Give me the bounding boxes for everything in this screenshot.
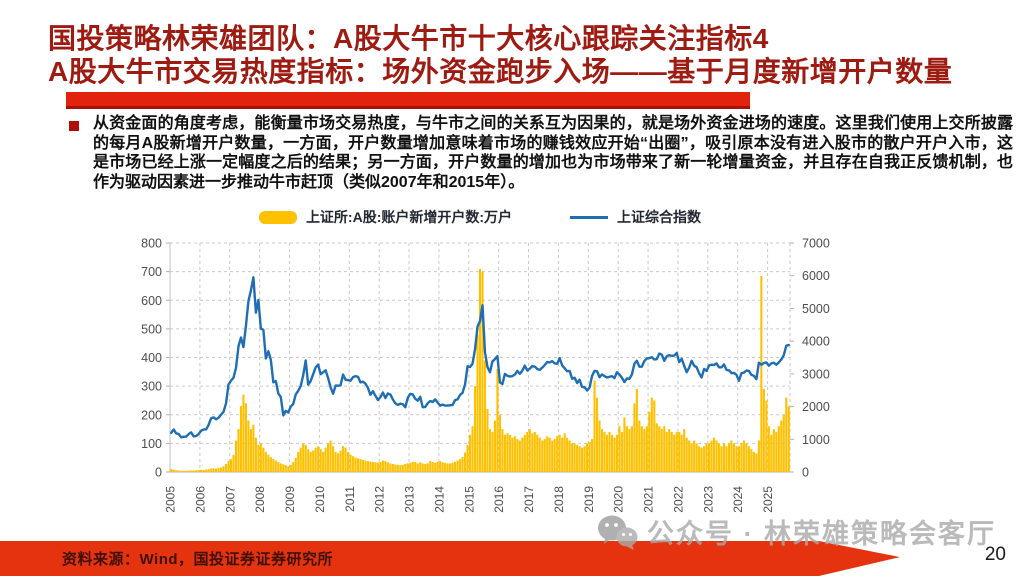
svg-text:2010: 2010 — [313, 486, 327, 513]
title-underline-bar — [66, 92, 750, 109]
svg-text:2000: 2000 — [802, 400, 830, 414]
legend-line-swatch-icon — [570, 215, 609, 219]
page-number: 20 — [984, 544, 1006, 565]
wechat-icon — [598, 515, 638, 550]
legend-bar-swatch-icon — [258, 210, 297, 224]
svg-text:800: 800 — [141, 237, 162, 251]
svg-text:300: 300 — [141, 380, 162, 394]
svg-text:4000: 4000 — [802, 335, 830, 349]
legend-item-bars: 上证所:A股:账户新增开户数:万户 — [258, 207, 513, 227]
footer-ribbon — [0, 541, 900, 576]
svg-text:5000: 5000 — [802, 302, 830, 316]
watermark-text: 公众号 · 林荣雄策略会客厅 — [647, 519, 996, 549]
svg-text:100: 100 — [141, 437, 162, 451]
page-title: 国投策略林荣雄团队：A股大牛市十大核心跟踪关注指标4 A股大牛市交易热度指标：场… — [48, 22, 1013, 88]
svg-text:200: 200 — [141, 408, 162, 422]
svg-text:2016: 2016 — [492, 486, 506, 513]
svg-text:2005: 2005 — [164, 486, 178, 513]
svg-text:2011: 2011 — [343, 486, 357, 512]
svg-text:0: 0 — [155, 466, 162, 480]
svg-text:2019: 2019 — [582, 486, 596, 513]
svg-text:7000: 7000 — [802, 237, 830, 251]
svg-text:2012: 2012 — [373, 486, 387, 513]
combo-chart: 0 100 200 300 400 500 600 700 800 0 1000 2000 3000 40… — [141, 237, 830, 513]
watermark: 公众号 · 林荣雄策略会客厅 — [595, 512, 996, 551]
svg-text:2020: 2020 — [612, 486, 626, 513]
svg-text:2014: 2014 — [432, 486, 446, 513]
svg-text:500: 500 — [141, 322, 162, 336]
title-line-1: 国投策略林荣雄团队：A股大牛市十大核心跟踪关注指标4 — [48, 23, 769, 54]
legend-item-line: 上证综合指数 — [570, 207, 701, 227]
svg-text:6000: 6000 — [802, 269, 830, 283]
svg-text:2009: 2009 — [283, 486, 297, 513]
svg-text:2025: 2025 — [761, 486, 775, 513]
svg-text:2024: 2024 — [731, 486, 745, 513]
svg-text:0: 0 — [802, 466, 809, 480]
svg-text:2007: 2007 — [223, 486, 237, 513]
legend-bar-label: 上证所:A股:账户新增开户数:万户 — [305, 209, 513, 225]
svg-text:2008: 2008 — [253, 486, 267, 513]
footer-source-text: 资料来源：Wind，国投证券证券研究所 — [62, 551, 334, 568]
chart-legend: 上证所:A股:账户新增开户数:万户 上证综合指数 — [170, 205, 790, 229]
svg-text:600: 600 — [141, 294, 162, 308]
svg-text:2006: 2006 — [193, 486, 207, 513]
svg-text:2017: 2017 — [522, 486, 536, 513]
body-paragraph: 从资金面的角度考虑，能衡量市场交易热度，与牛市之间的关系互为因果的，就是场外资金… — [93, 115, 1013, 191]
svg-text:2022: 2022 — [671, 486, 685, 513]
svg-text:2021: 2021 — [642, 486, 656, 513]
bullet-square-icon — [69, 121, 79, 131]
svg-text:1000: 1000 — [802, 433, 830, 447]
svg-text:2023: 2023 — [701, 486, 715, 513]
svg-text:2015: 2015 — [462, 486, 476, 513]
title-line-2: A股大牛市交易热度指标：场外资金跑步入场——基于月度新增开户数量 — [48, 56, 953, 87]
svg-text:400: 400 — [141, 351, 162, 365]
svg-text:700: 700 — [141, 265, 162, 279]
svg-text:2013: 2013 — [403, 486, 417, 513]
legend-line-label: 上证综合指数 — [617, 209, 702, 225]
svg-text:3000: 3000 — [802, 367, 830, 381]
svg-text:2018: 2018 — [552, 486, 566, 513]
